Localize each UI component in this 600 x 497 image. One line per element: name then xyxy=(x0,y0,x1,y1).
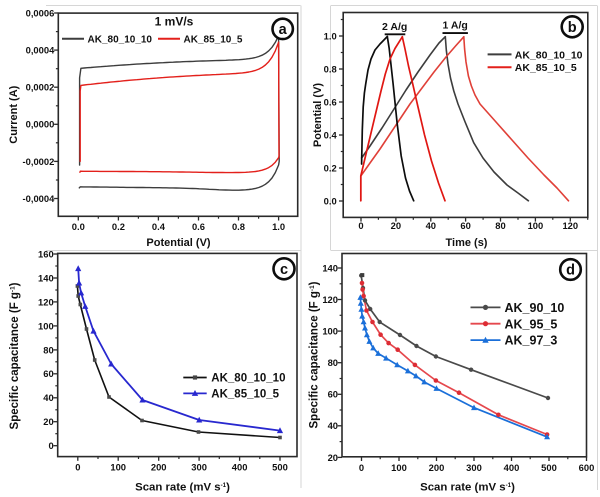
svg-text:160: 160 xyxy=(38,248,54,259)
svg-text:AK_97_3: AK_97_3 xyxy=(505,334,558,348)
svg-text:0: 0 xyxy=(75,462,80,473)
svg-text:100: 100 xyxy=(322,326,338,337)
svg-text:40: 40 xyxy=(426,220,436,231)
svg-text:0.2: 0.2 xyxy=(112,221,125,232)
svg-text:Potential (V): Potential (V) xyxy=(312,83,324,148)
svg-text:d: d xyxy=(566,263,575,279)
svg-text:0,0002: 0,0002 xyxy=(26,82,55,93)
svg-text:100: 100 xyxy=(110,462,126,473)
svg-text:80: 80 xyxy=(43,344,53,355)
svg-text:AK_90_10: AK_90_10 xyxy=(505,301,565,315)
svg-text:Scan rate (mV s-1): Scan rate (mV s-1) xyxy=(420,482,515,494)
svg-text:Potential (V): Potential (V) xyxy=(146,237,211,249)
svg-text:60: 60 xyxy=(43,368,53,379)
svg-text:-0,0002: -0,0002 xyxy=(23,156,55,167)
svg-text:2 A/g: 2 A/g xyxy=(382,21,407,33)
svg-text:100: 100 xyxy=(38,320,54,331)
svg-text:300: 300 xyxy=(191,462,207,473)
svg-text:0,0004: 0,0004 xyxy=(26,45,55,56)
svg-text:0.0: 0.0 xyxy=(324,195,337,206)
svg-text:60: 60 xyxy=(460,220,470,231)
svg-text:60: 60 xyxy=(328,389,338,400)
svg-text:AK_85_10_5: AK_85_10_5 xyxy=(515,62,577,74)
svg-text:-0,0004: -0,0004 xyxy=(23,193,56,204)
svg-text:0.4: 0.4 xyxy=(152,221,166,232)
svg-text:500: 500 xyxy=(272,462,288,473)
svg-text:0.6: 0.6 xyxy=(324,96,337,107)
svg-text:0.0: 0.0 xyxy=(72,221,85,232)
svg-text:0: 0 xyxy=(358,220,363,231)
svg-text:1 A/g: 1 A/g xyxy=(443,20,468,32)
svg-text:40: 40 xyxy=(43,392,53,403)
svg-text:120: 120 xyxy=(38,296,54,307)
svg-text:80: 80 xyxy=(495,220,505,231)
svg-text:40: 40 xyxy=(328,420,338,431)
svg-text:20: 20 xyxy=(328,452,338,463)
svg-text:c: c xyxy=(280,262,288,278)
svg-text:0.4: 0.4 xyxy=(324,129,338,140)
svg-text:120: 120 xyxy=(562,220,578,231)
svg-text:0.2: 0.2 xyxy=(324,162,337,173)
svg-text:1.0: 1.0 xyxy=(324,30,337,41)
svg-text:Specific capacitance (F g-1): Specific capacitance (F g-1) xyxy=(9,282,21,429)
svg-text:1 mV/s: 1 mV/s xyxy=(155,15,194,29)
svg-text:0: 0 xyxy=(48,440,53,451)
svg-text:0,0000: 0,0000 xyxy=(26,119,55,130)
svg-text:20: 20 xyxy=(43,416,53,427)
svg-text:200: 200 xyxy=(429,462,445,473)
svg-text:300: 300 xyxy=(466,462,482,473)
svg-text:200: 200 xyxy=(151,462,167,473)
svg-text:140: 140 xyxy=(322,262,338,273)
svg-text:20: 20 xyxy=(391,220,401,231)
svg-text:100: 100 xyxy=(528,220,544,231)
svg-text:AK_80_10_10: AK_80_10_10 xyxy=(515,49,583,61)
svg-text:0,0006: 0,0006 xyxy=(26,7,55,18)
svg-text:AK_80_10_10: AK_80_10_10 xyxy=(211,373,285,385)
svg-text:600: 600 xyxy=(579,462,595,473)
svg-text:400: 400 xyxy=(232,462,248,473)
svg-text:Time (s): Time (s) xyxy=(446,237,488,249)
svg-text:AK_85_10_5: AK_85_10_5 xyxy=(184,34,243,45)
svg-text:100: 100 xyxy=(391,462,407,473)
svg-text:1.0: 1.0 xyxy=(272,221,285,232)
svg-text:0: 0 xyxy=(359,462,364,473)
svg-text:AK_85_10_5: AK_85_10_5 xyxy=(211,389,279,401)
svg-text:400: 400 xyxy=(504,462,520,473)
svg-text:AK_95_5: AK_95_5 xyxy=(505,317,558,331)
svg-text:140: 140 xyxy=(38,272,54,283)
svg-text:0.8: 0.8 xyxy=(232,221,245,232)
svg-text:Scan rate (mV s-1): Scan rate (mV s-1) xyxy=(135,482,230,494)
svg-text:80: 80 xyxy=(328,357,338,368)
svg-text:Current (A): Current (A) xyxy=(8,85,20,143)
svg-text:Specific capacitance (F g-1): Specific capacitance (F g-1) xyxy=(309,281,321,428)
svg-text:a: a xyxy=(279,22,288,38)
svg-text:AK_80_10_10: AK_80_10_10 xyxy=(88,34,153,45)
svg-text:500: 500 xyxy=(541,462,557,473)
svg-text:b: b xyxy=(568,20,577,36)
svg-text:0.8: 0.8 xyxy=(324,63,337,74)
svg-text:0.6: 0.6 xyxy=(192,221,205,232)
svg-text:120: 120 xyxy=(322,294,338,305)
